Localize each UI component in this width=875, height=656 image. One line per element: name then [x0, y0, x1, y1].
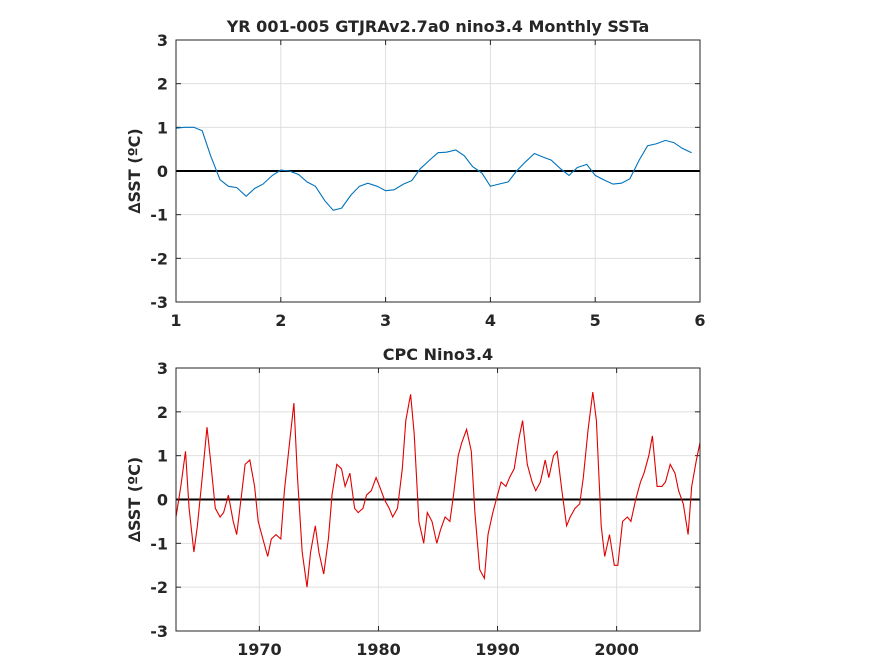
top-plot-border — [175, 39, 701, 303]
top-x-tick-label: 4 — [485, 311, 496, 330]
top-y-axis-label: ∆SST (ºC) — [125, 128, 144, 213]
bottom-x-tick-label: 2000 — [594, 640, 639, 656]
bottom-y-axis-label: ∆SST (ºC) — [125, 457, 144, 542]
bottom-y-tick-label: -3 — [150, 622, 168, 641]
top-x-tick-label: 3 — [380, 311, 391, 330]
top-x-tick-label: 2 — [275, 311, 286, 330]
top-y-tick-label: 2 — [157, 75, 168, 94]
bottom-series-line — [175, 392, 701, 588]
top-y-tick-label: -3 — [150, 293, 168, 312]
bottom-y-tick-label: -1 — [150, 534, 168, 553]
top-y-tick-label: -1 — [150, 206, 168, 225]
top-y-tick-label: 1 — [157, 118, 168, 137]
top-chart-title: YR 001-005 GTJRAv2.7a0 nino3.4 Monthly S… — [226, 17, 650, 36]
top-x-tick-label: 1 — [170, 311, 181, 330]
top-axis-ticks: 1 2 3 4 5 6 -3 -2 -1 0 1 2 3 — [150, 31, 705, 330]
bottom-y-tick-label: 0 — [157, 491, 168, 510]
bottom-x-tick-label: 1970 — [237, 640, 282, 656]
bottom-plot-border — [175, 367, 701, 632]
top-series-line — [175, 126, 692, 211]
bottom-y-tick-label: -2 — [150, 578, 168, 597]
bottom-y-tick-label: 2 — [157, 403, 168, 422]
top-x-tick-label: 6 — [694, 311, 705, 330]
bottom-y-tick-label: 3 — [157, 359, 168, 378]
bottom-x-tick-label: 1990 — [475, 640, 520, 656]
top-y-tick-label: 3 — [157, 31, 168, 50]
top-x-tick-label: 5 — [590, 311, 601, 330]
bottom-panel: 1970 1980 1990 2000 -3 -2 -1 0 1 2 3 CPC Nino3.4 ∆… — [125, 345, 701, 656]
top-y-tick-label: 0 — [157, 162, 168, 181]
bottom-gridlines — [176, 368, 700, 631]
bottom-x-tick-label: 1980 — [356, 640, 401, 656]
top-panel: 1 2 3 4 5 6 -3 -2 -1 0 1 2 3 YR 001-005 GTJRAv2.7a0 … — [125, 17, 706, 330]
bottom-axis-ticks: 1970 1980 1990 2000 -3 -2 -1 0 1 2 3 — [150, 359, 700, 656]
bottom-chart-title: CPC Nino3.4 — [383, 345, 493, 364]
bottom-y-tick-label: 1 — [157, 447, 168, 466]
top-y-tick-label: -2 — [150, 249, 168, 268]
